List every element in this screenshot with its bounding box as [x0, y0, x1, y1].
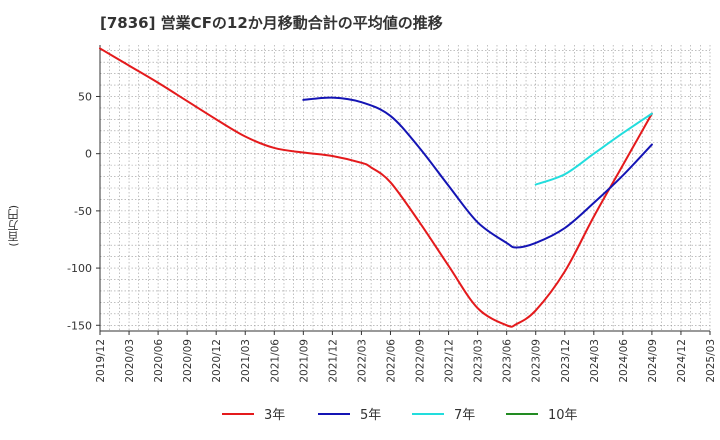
series-line-3 — [534, 112, 653, 186]
x-tick-label: 2020/12 — [211, 339, 223, 383]
y-tick-label: -100 — [67, 262, 92, 275]
series-layer — [99, 47, 653, 328]
x-tick-label: 2023/09 — [531, 339, 543, 383]
x-tick-label: 2024/03 — [589, 339, 601, 383]
x-tick-label: 2023/12 — [560, 339, 572, 383]
chart-title: [7836] 営業CFの12か月移動合計の平均値の推移 — [100, 14, 443, 32]
legend-label: 7年 — [454, 408, 475, 423]
legend-label: 5年 — [360, 408, 381, 423]
y-tick-label: -50 — [74, 205, 92, 218]
x-tick-label: 2020/09 — [182, 339, 194, 383]
x-tick-label: 2022/09 — [415, 339, 427, 383]
legend-label: 3年 — [264, 408, 285, 423]
x-tick-label: 2024/06 — [618, 339, 630, 383]
x-tick-label: 2024/12 — [676, 339, 688, 383]
x-tick-label: 2024/09 — [647, 339, 659, 383]
x-tick-label: 2025/03 — [705, 339, 717, 383]
series-line-2 — [302, 96, 653, 249]
x-tick-label: 2020/03 — [124, 339, 136, 383]
grid-layer — [99, 45, 711, 331]
x-tick-label: 2021/06 — [269, 339, 281, 383]
x-tick-label: 2022/12 — [444, 339, 456, 383]
legend-label: 10年 — [548, 408, 578, 423]
x-tick-label: 2023/03 — [473, 339, 485, 383]
series-line-1 — [99, 47, 653, 328]
y-tick-label: 0 — [85, 148, 92, 161]
x-tick-label: 2019/12 — [95, 339, 107, 383]
y-tick-label: -150 — [67, 319, 92, 332]
y-tick-label: 50 — [78, 90, 92, 103]
x-tick-label: 2023/06 — [502, 339, 514, 383]
x-tick-label: 2022/03 — [356, 339, 368, 383]
x-tick-label: 2021/03 — [240, 339, 252, 383]
x-tick-label: 2021/09 — [298, 339, 310, 383]
x-tick-label: 2020/06 — [153, 339, 165, 383]
legend-layer: 3年 5年 7年 10年 — [222, 408, 578, 423]
x-tick-label: 2021/12 — [327, 339, 339, 383]
x-tick-label: 2022/06 — [385, 339, 397, 383]
